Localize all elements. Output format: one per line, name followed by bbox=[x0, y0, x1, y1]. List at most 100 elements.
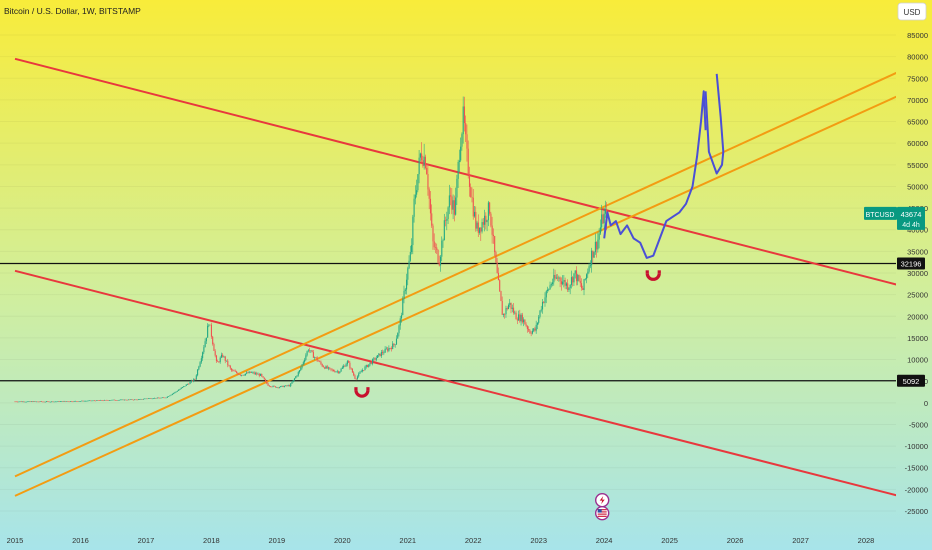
candle-body bbox=[332, 370, 335, 372]
orange-trend-line[interactable] bbox=[14, 95, 899, 497]
candle-body bbox=[583, 279, 585, 290]
y-tick-label: 10000 bbox=[907, 356, 928, 365]
candle-body bbox=[578, 274, 580, 281]
time-axis[interactable]: 2015 2016 2017 2018 2019 2020 2021 2022 2023 2024… bbox=[7, 536, 875, 545]
us-flag-icon[interactable] bbox=[594, 505, 610, 521]
candle-body bbox=[231, 368, 233, 371]
candle-body bbox=[68, 401, 70, 403]
candle-body bbox=[443, 220, 445, 241]
candle-body bbox=[297, 372, 299, 376]
candle-body bbox=[165, 397, 167, 399]
candle-body bbox=[136, 399, 138, 401]
candle-body bbox=[179, 389, 181, 390]
candle-body bbox=[596, 241, 598, 250]
candle-body bbox=[479, 227, 481, 233]
candle-body bbox=[409, 252, 411, 261]
candle-body bbox=[95, 400, 97, 402]
candle-body bbox=[541, 301, 544, 310]
candle-body bbox=[217, 361, 219, 362]
candle-body bbox=[150, 398, 152, 399]
candle-body bbox=[194, 379, 196, 380]
currency-button[interactable]: USD bbox=[897, 2, 927, 21]
candle-body bbox=[228, 365, 230, 366]
candle-body bbox=[158, 397, 160, 399]
candle-body bbox=[565, 283, 567, 286]
candle-body bbox=[320, 361, 322, 364]
candle-body bbox=[468, 175, 471, 187]
candle-body bbox=[341, 367, 343, 369]
candle-body bbox=[329, 367, 331, 369]
candle-body bbox=[299, 370, 301, 373]
candle-body bbox=[202, 352, 204, 359]
candle-body bbox=[222, 354, 224, 357]
candle-body bbox=[160, 397, 162, 399]
candle-body bbox=[135, 399, 137, 401]
candle-body bbox=[63, 401, 65, 402]
candle-body bbox=[115, 400, 117, 401]
candle-body bbox=[462, 106, 464, 135]
candle-body bbox=[246, 372, 248, 374]
candle-body bbox=[372, 359, 374, 364]
candle-body bbox=[292, 379, 294, 383]
candle-body bbox=[456, 178, 458, 198]
candle-body bbox=[141, 399, 143, 400]
chart-title: Bitcoin / U.S. Dollar, 1W, BITSTAMP bbox=[4, 6, 141, 16]
candle-body bbox=[434, 247, 437, 248]
candle-body bbox=[224, 356, 226, 362]
lightning-icon[interactable] bbox=[594, 492, 610, 508]
candle-body bbox=[301, 364, 303, 368]
candle-body bbox=[178, 389, 180, 391]
candle-body bbox=[322, 366, 325, 368]
price-axis[interactable]: 85000 80000 75000 70000 65000 60000 55000 50000… bbox=[905, 31, 928, 516]
candle-body bbox=[359, 372, 361, 374]
candle-body bbox=[432, 225, 434, 242]
candle-body bbox=[429, 198, 432, 214]
y-tick-label: 85000 bbox=[907, 31, 928, 40]
trend-lines[interactable] bbox=[14, 57, 899, 497]
plot-area[interactable] bbox=[0, 57, 899, 521]
candle-body bbox=[307, 350, 309, 352]
candle-body bbox=[426, 167, 428, 175]
candle-body bbox=[495, 252, 497, 263]
candle-body bbox=[407, 268, 409, 280]
candle-body bbox=[558, 277, 560, 279]
candle-body bbox=[524, 319, 526, 325]
candle-body bbox=[173, 393, 175, 394]
projection-drawing[interactable] bbox=[603, 73, 725, 259]
candle-body bbox=[251, 372, 253, 374]
candle-body bbox=[408, 260, 410, 269]
candle-body bbox=[482, 222, 484, 225]
candle-body bbox=[71, 401, 73, 402]
candle-body bbox=[118, 399, 121, 401]
symbol-badge-label: BTCUSD bbox=[866, 212, 895, 219]
candle-body bbox=[241, 374, 243, 376]
y-tick-label: 15000 bbox=[907, 334, 928, 343]
candle-body bbox=[361, 370, 364, 372]
candle-body bbox=[155, 397, 157, 399]
candle-body bbox=[324, 367, 326, 369]
projection-path[interactable] bbox=[603, 90, 707, 259]
candle-body bbox=[188, 384, 190, 385]
red-trend-line[interactable] bbox=[14, 57, 899, 286]
candle-body bbox=[236, 371, 238, 373]
candle-body bbox=[543, 301, 545, 303]
candle-body bbox=[86, 400, 88, 402]
candle-body bbox=[548, 289, 550, 290]
orange-trend-line[interactable] bbox=[14, 71, 899, 478]
candle-body bbox=[567, 283, 569, 290]
candle-body bbox=[199, 362, 201, 367]
red-trend-line[interactable] bbox=[14, 269, 899, 497]
candle-body bbox=[78, 401, 80, 402]
projection-path-extension[interactable] bbox=[704, 73, 725, 175]
candle-body bbox=[69, 401, 71, 402]
candle-body bbox=[278, 387, 280, 388]
candle-body bbox=[277, 387, 279, 388]
candle-body bbox=[338, 371, 340, 373]
candle-body bbox=[66, 401, 68, 402]
candle-body bbox=[554, 274, 556, 279]
candle-body bbox=[509, 302, 511, 305]
candle-body bbox=[366, 365, 369, 367]
candle-body bbox=[577, 274, 579, 282]
candle-body bbox=[440, 256, 442, 266]
